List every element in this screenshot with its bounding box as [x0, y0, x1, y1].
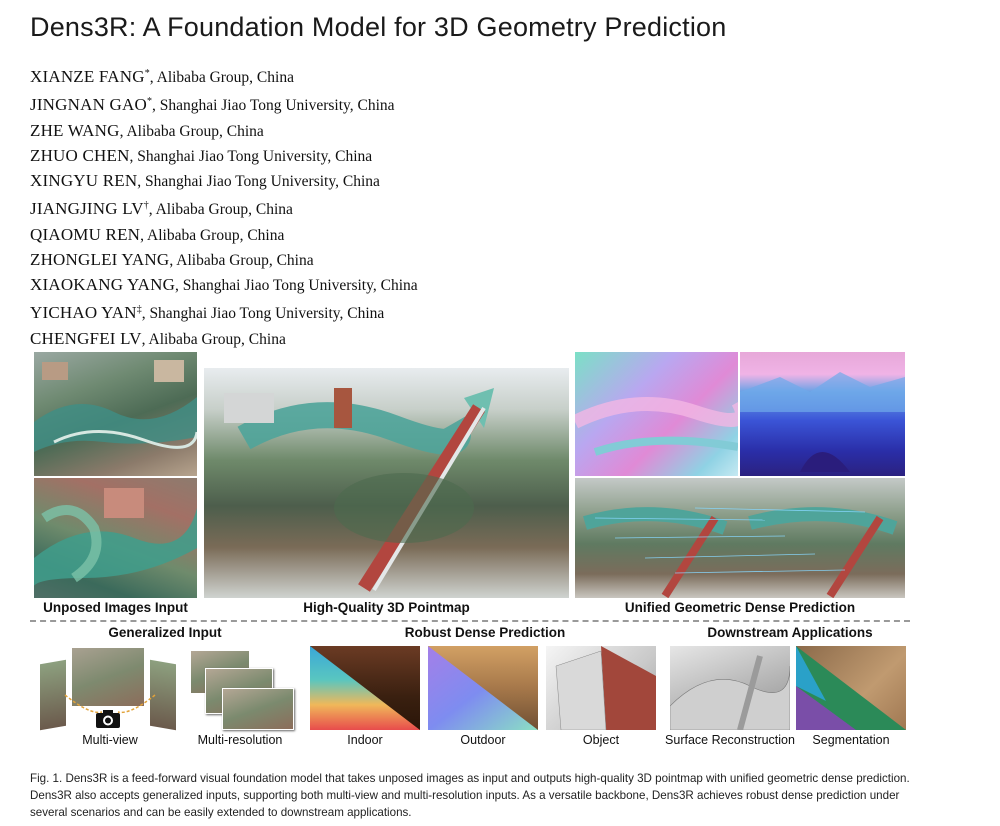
- label-indoor: Indoor: [347, 733, 383, 747]
- label-outdoor: Outdoor: [460, 733, 506, 747]
- outdoor-image: [428, 646, 538, 730]
- author-list: XIANZE FANG*, Alibaba Group, China JINGNA…: [30, 62, 418, 352]
- author-name: XINGYU REN: [30, 171, 138, 191]
- section-robust-prediction: Robust Dense Prediction: [404, 625, 566, 640]
- label-surface-reconstruction: Surface Reconstruction: [665, 733, 795, 747]
- author-name: CHENGFEI LV: [30, 328, 142, 348]
- multires-image-front: [222, 688, 294, 730]
- author-name: YICHAO YAN: [30, 303, 137, 323]
- label-unposed-images: Unposed Images Input: [43, 600, 188, 615]
- object-image: [546, 646, 656, 730]
- author-name: ZHE WANG: [30, 120, 120, 140]
- label-multiresolution: Multi-resolution: [197, 733, 283, 747]
- segmentation-image: [796, 646, 906, 730]
- author-mark: †: [143, 200, 149, 212]
- author-row: JIANGJING LV†, Alibaba Group, China: [30, 194, 418, 222]
- author-affiliation: , Alibaba Group, China: [149, 69, 294, 87]
- author-name: JINGNAN GAO: [30, 95, 147, 115]
- author-row: XIAOKANG YANG, Shanghai Jiao Tong Univer…: [30, 273, 418, 298]
- depth-map-image: [740, 352, 905, 476]
- label-multiview: Multi-view: [82, 733, 138, 747]
- author-affiliation: , Alibaba Group, China: [140, 226, 285, 244]
- author-name: XIANZE FANG: [30, 67, 145, 87]
- normal-map-image: [575, 352, 738, 476]
- author-affiliation: , Alibaba Group, China: [148, 201, 293, 219]
- author-row: YICHAO YAN‡, Shanghai Jiao Tong Universi…: [30, 298, 418, 326]
- camera-icon: [96, 710, 120, 728]
- author-affiliation: , Alibaba Group, China: [119, 122, 264, 140]
- label-segmentation: Segmentation: [812, 733, 890, 747]
- author-name: QIAOMU REN: [30, 224, 141, 244]
- author-row: ZHUO CHEN, Shanghai Jiao Tong University…: [30, 144, 418, 169]
- author-row: ZHONGLEI YANG, Alibaba Group, China: [30, 248, 418, 273]
- multiview-connector: [64, 694, 156, 714]
- author-affiliation: , Alibaba Group, China: [141, 330, 286, 348]
- correspondence-image: [575, 478, 905, 598]
- label-unified: Unified Geometric Dense Prediction: [624, 600, 856, 615]
- author-affiliation: , Alibaba Group, China: [169, 251, 314, 269]
- author-row: QIAOMU REN, Alibaba Group, China: [30, 223, 418, 248]
- author-name: JIANGJING LV: [30, 199, 144, 219]
- surface-reconstruction-image: [670, 646, 790, 730]
- author-row: ZHE WANG, Alibaba Group, China: [30, 119, 418, 144]
- author-mark: *: [144, 68, 150, 79]
- author-affiliation: , Shanghai Jiao Tong University, China: [151, 97, 395, 115]
- author-row: CHENGFEI LV, Alibaba Group, China: [30, 327, 418, 352]
- author-affiliation: , Shanghai Jiao Tong University, China: [129, 147, 373, 165]
- author-affiliation: , Shanghai Jiao Tong University, China: [175, 277, 418, 295]
- author-mark: ‡: [136, 304, 142, 316]
- figure-caption: Fig. 1. Dens3R is a feed-forward visual …: [30, 770, 920, 821]
- teaser-figure: Unposed Images Input High-Quality 3D Poi…: [30, 350, 910, 770]
- label-pointmap: High-Quality 3D Pointmap: [303, 600, 470, 615]
- author-name: ZHONGLEI YANG: [30, 249, 170, 269]
- author-row: XIANZE FANG*, Alibaba Group, China: [30, 62, 418, 90]
- section-generalized-input: Generalized Input: [108, 625, 222, 640]
- indoor-image: [310, 646, 420, 730]
- author-row: JINGNAN GAO*, Shanghai Jiao Tong Univers…: [30, 90, 418, 118]
- author-affiliation: , Shanghai Jiao Tong University, China: [141, 305, 385, 323]
- unposed-image-top: [34, 352, 197, 476]
- author-row: XINGYU REN, Shanghai Jiao Tong Universit…: [30, 169, 418, 194]
- author-mark: *: [146, 96, 152, 108]
- caption-label: Fig. 1.: [30, 772, 63, 785]
- paper-title: Dens3R: A Foundation Model for 3D Geomet…: [30, 12, 727, 42]
- caption-text: Dens3R is a feed-forward visual foundati…: [30, 772, 910, 819]
- author-name: ZHUO CHEN: [30, 145, 130, 165]
- section-downstream: Downstream Applications: [707, 625, 873, 640]
- author-name: XIAOKANG YANG: [30, 275, 176, 295]
- label-object: Object: [582, 733, 620, 747]
- dashed-divider: [30, 620, 910, 622]
- author-affiliation: , Shanghai Jiao Tong University, China: [137, 173, 380, 191]
- unposed-image-bottom: [34, 478, 197, 598]
- pointmap-image: [204, 368, 569, 598]
- multiview-center-image: [72, 648, 144, 706]
